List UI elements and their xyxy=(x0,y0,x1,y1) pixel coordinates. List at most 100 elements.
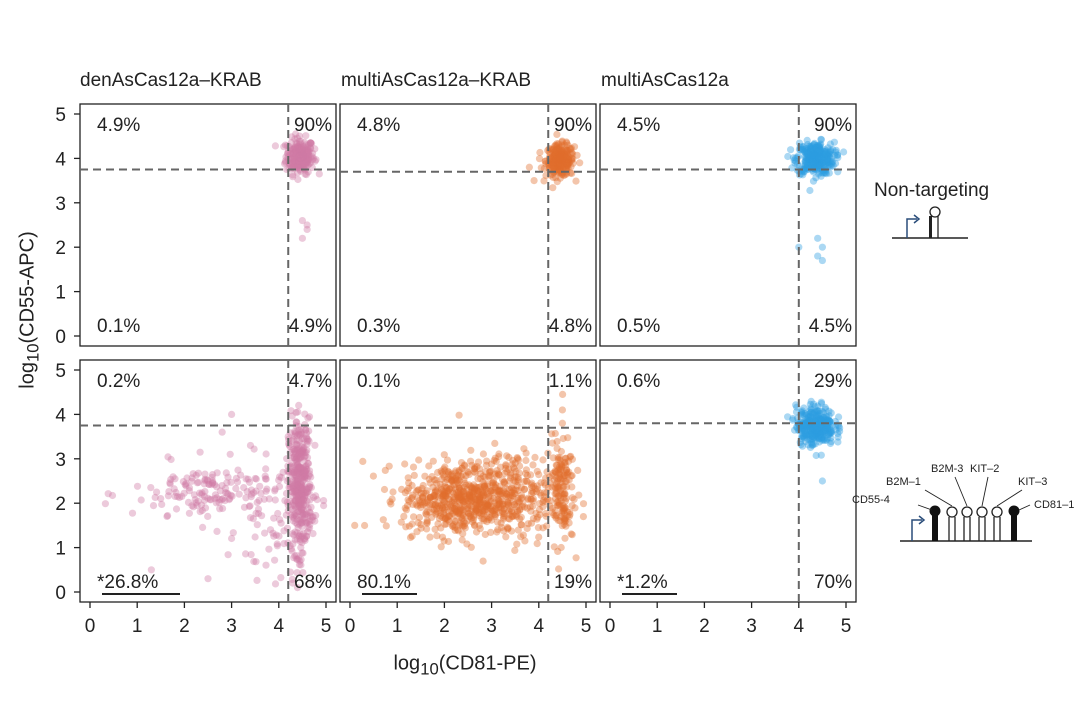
data-point xyxy=(471,469,479,477)
data-point xyxy=(495,486,503,494)
data-point xyxy=(461,479,469,487)
data-point xyxy=(293,487,301,495)
data-point xyxy=(809,147,817,155)
data-point xyxy=(306,524,314,532)
data-point xyxy=(300,476,309,484)
data-point xyxy=(233,478,242,486)
data-point xyxy=(292,422,300,430)
data-point xyxy=(813,155,822,163)
data-point xyxy=(559,156,567,165)
data-point xyxy=(408,520,416,528)
data-point xyxy=(471,485,479,493)
data-point xyxy=(298,522,306,531)
data-point xyxy=(456,477,464,485)
data-point xyxy=(505,501,513,509)
data-point xyxy=(563,469,572,477)
data-point xyxy=(298,145,306,154)
data-point xyxy=(288,150,296,158)
data-point xyxy=(299,154,307,162)
data-point xyxy=(826,162,834,170)
data-point xyxy=(815,142,824,150)
data-point xyxy=(298,148,306,156)
data-point xyxy=(810,424,818,432)
data-point xyxy=(815,152,824,161)
data-point xyxy=(496,482,504,490)
data-point xyxy=(440,498,448,506)
data-point xyxy=(299,492,307,500)
data-point xyxy=(561,152,569,160)
data-point xyxy=(561,160,569,168)
data-point xyxy=(807,152,815,160)
data-point xyxy=(813,432,821,440)
data-point xyxy=(307,473,315,481)
data-point xyxy=(452,507,460,515)
data-point xyxy=(498,500,506,508)
data-point xyxy=(820,151,828,159)
data-point xyxy=(815,434,823,442)
data-point xyxy=(501,469,509,478)
data-point xyxy=(805,147,813,155)
data-point xyxy=(579,513,588,521)
data-point xyxy=(450,504,459,513)
data-point xyxy=(806,161,815,169)
data-point xyxy=(507,469,515,477)
data-point xyxy=(812,407,820,416)
data-point xyxy=(292,479,300,487)
data-point xyxy=(814,433,823,441)
data-point xyxy=(291,510,299,518)
data-point xyxy=(560,150,568,158)
data-point xyxy=(405,479,413,487)
data-point xyxy=(271,487,279,495)
data-point xyxy=(807,147,815,155)
data-point xyxy=(818,434,826,443)
data-point xyxy=(825,157,833,165)
data-point xyxy=(456,491,464,499)
data-point xyxy=(792,154,800,162)
data-point xyxy=(551,159,559,167)
data-point xyxy=(820,436,828,444)
data-point xyxy=(549,158,558,166)
data-point xyxy=(288,145,296,153)
data-point xyxy=(440,497,448,505)
data-point xyxy=(576,159,584,167)
data-point xyxy=(815,147,824,155)
data-point xyxy=(462,495,470,503)
data-point xyxy=(290,469,298,477)
data-point xyxy=(817,430,825,438)
data-point xyxy=(491,511,499,519)
data-point xyxy=(479,493,487,501)
data-point xyxy=(300,497,308,505)
data-point xyxy=(555,501,563,509)
data-point xyxy=(568,169,576,178)
data-point xyxy=(295,492,303,500)
data-point xyxy=(304,459,313,468)
data-point xyxy=(563,508,572,516)
data-point xyxy=(291,145,299,153)
data-point xyxy=(818,256,827,265)
data-point xyxy=(532,509,540,517)
data-point xyxy=(302,141,310,149)
data-point xyxy=(832,146,840,154)
data-point xyxy=(821,436,829,444)
data-point xyxy=(221,497,229,505)
data-point xyxy=(475,483,483,492)
data-point xyxy=(293,488,301,496)
data-point xyxy=(823,151,832,159)
data-point xyxy=(810,433,818,441)
data-point xyxy=(553,148,561,156)
data-point xyxy=(812,157,820,165)
data-point xyxy=(456,484,464,492)
data-point xyxy=(824,416,832,424)
data-point xyxy=(568,155,576,164)
data-point xyxy=(806,142,814,150)
data-point xyxy=(293,160,301,168)
data-point xyxy=(304,148,312,157)
data-point xyxy=(555,152,563,160)
data-point xyxy=(456,496,464,504)
data-point xyxy=(495,504,503,512)
data-point xyxy=(557,154,566,162)
data-point xyxy=(807,146,815,154)
data-points xyxy=(351,390,588,573)
data-point xyxy=(213,494,221,502)
data-point xyxy=(311,145,319,153)
